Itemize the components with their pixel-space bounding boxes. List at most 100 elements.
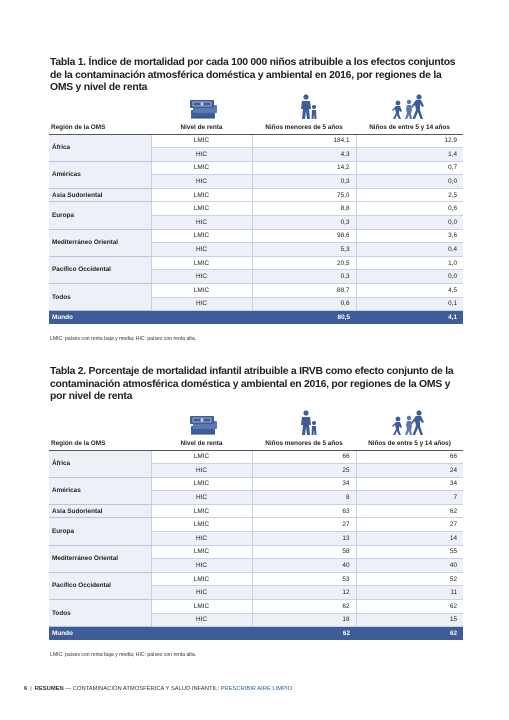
table-row: Pacífico Occidental LMIC 20,5 1,0 (49, 256, 463, 285)
region-name: Américas (49, 477, 151, 505)
table2-note: LMIC: países con renta baja y media; HIC… (50, 652, 197, 658)
table2-title: Tabla 2. Porcentaje de mortalidad infant… (50, 366, 454, 403)
income-level: LMIC (150, 201, 252, 217)
region-name: Europa (49, 517, 151, 546)
table-row: Europa LMIC 8,8 0,6 (49, 201, 463, 230)
value-under5: 8,8 (251, 201, 356, 217)
value-age5-14: 7 (355, 490, 463, 505)
region-name: Europa (49, 201, 151, 230)
col-header-under5: Niños menores de 5 años (252, 437, 356, 451)
income-level: LMIC (150, 572, 252, 587)
value-age5-14: 27 (355, 517, 463, 533)
total-age5-14: 4,1 (356, 310, 463, 324)
total-label: Mundo (49, 626, 151, 640)
income-level: HIC (150, 463, 252, 478)
table-row: HIC 0,3 0,0 (49, 174, 463, 189)
value-under5: 34 (251, 477, 356, 492)
value-under5: 8 (251, 490, 356, 505)
value-age5-14: 11 (355, 585, 463, 601)
region-name: Mediterráneo Oriental (49, 229, 151, 257)
value-under5: 0,6 (251, 297, 356, 312)
region-name: Asia Sudoriental (49, 504, 151, 519)
footer-title: CONTAMINACIÓN ATMOSFÉRICA Y SALUD INFANT… (72, 686, 219, 692)
page-footer: 6 | RESUMEN — CONTAMINACIÓN ATMOSFÉRICA Y … (24, 686, 292, 692)
income-level: HIC (150, 613, 252, 628)
table-row: Todos LMIC 88,7 4,5 (49, 283, 463, 312)
value-under5: 27 (251, 517, 356, 533)
table-row: HIC 0,3 0,0 (49, 269, 463, 285)
value-under5: 20,5 (251, 256, 356, 271)
income-level: LMIC (150, 450, 252, 465)
value-under5: 184,1 (251, 134, 356, 149)
income-level: HIC (150, 558, 252, 573)
income-level: LMIC (150, 229, 252, 244)
value-under5: 75,0 (251, 188, 356, 203)
value-under5: 4,3 (251, 147, 356, 162)
running-children-icon (388, 94, 428, 120)
total-label: Mundo (49, 310, 151, 324)
value-under5: 40 (251, 558, 356, 573)
table-row: HIC 18 15 (49, 613, 463, 628)
value-age5-14: 4,5 (355, 283, 463, 298)
value-age5-14: 1,0 (355, 256, 463, 271)
mother-child-icon (296, 94, 320, 120)
region-name: Todos (49, 599, 151, 628)
mother-child-icon (296, 410, 320, 436)
value-age5-14: 34 (355, 477, 463, 492)
value-age5-14: 12,9 (355, 134, 463, 149)
col-header-under5: Niños menores de 5 años (252, 121, 356, 135)
table-row: HIC 5,3 0,4 (49, 242, 463, 257)
col-header-age5-14: Niños de entre 5 y 14 años (356, 121, 463, 135)
income-level: HIC (150, 215, 252, 230)
total-empty-cell (151, 626, 252, 640)
table-row: Asia Sudoriental LMIC 63 62 (49, 504, 463, 519)
footer-separator: | (30, 686, 32, 692)
value-under5: 88,7 (251, 283, 356, 298)
value-under5: 98,6 (251, 229, 356, 244)
total-under5: 62 (252, 626, 356, 640)
income-level: LMIC (150, 188, 252, 203)
region-name: Pacífico Occidental (49, 256, 151, 285)
value-age5-14: 15 (355, 613, 463, 628)
table-row: Mediterráneo Oriental LMIC 58 55 (49, 545, 463, 573)
value-under5: 62 (251, 599, 356, 614)
table-row: HIC 13 14 (49, 531, 463, 546)
income-level: LMIC (150, 134, 252, 149)
table-row: Asia Sudoriental LMIC 75,0 2,5 (49, 188, 463, 203)
total-row: Mundo 80,5 4,1 (49, 310, 463, 324)
value-age5-14: 0,0 (355, 174, 463, 189)
region-name: Américas (49, 161, 151, 189)
table-header-row: Región de la OMS Nivel de renta Niños me… (49, 437, 463, 451)
income-level: HIC (150, 269, 252, 285)
page-number: 6 (24, 686, 28, 692)
value-under5: 13 (251, 531, 356, 546)
table1-header-icons (50, 94, 462, 120)
col-header-income-level: Nivel de renta (151, 437, 252, 451)
total-age5-14: 62 (356, 626, 463, 640)
col-header-region: Región de la OMS (49, 437, 151, 451)
region-name: Mediterráneo Oriental (49, 545, 151, 573)
value-under5: 53 (251, 572, 356, 587)
total-under5: 80,5 (252, 310, 356, 324)
table-row: Europa LMIC 27 27 (49, 517, 463, 546)
table-row: HIC 8 7 (49, 490, 463, 505)
value-age5-14: 14 (355, 531, 463, 546)
income-level: HIC (150, 297, 252, 312)
income-level: LMIC (150, 504, 252, 519)
income-level: HIC (150, 242, 252, 257)
region-name: África (49, 450, 151, 478)
income-level: HIC (150, 147, 252, 162)
value-under5: 0,3 (251, 269, 356, 285)
value-under5: 14,2 (251, 161, 356, 176)
value-age5-14: 0,7 (355, 161, 463, 176)
value-under5: 5,3 (251, 242, 356, 257)
table-row: África LMIC 184,1 12,9 (49, 134, 463, 162)
table-row: HIC 25 24 (49, 463, 463, 478)
table-row: HIC 4,3 1,4 (49, 147, 463, 162)
income-level: HIC (150, 531, 252, 546)
value-age5-14: 66 (355, 450, 463, 465)
footer-section: RESUMEN (34, 686, 64, 692)
table2: Región de la OMS Nivel de renta Niños me… (49, 437, 463, 640)
value-age5-14: 24 (355, 463, 463, 478)
